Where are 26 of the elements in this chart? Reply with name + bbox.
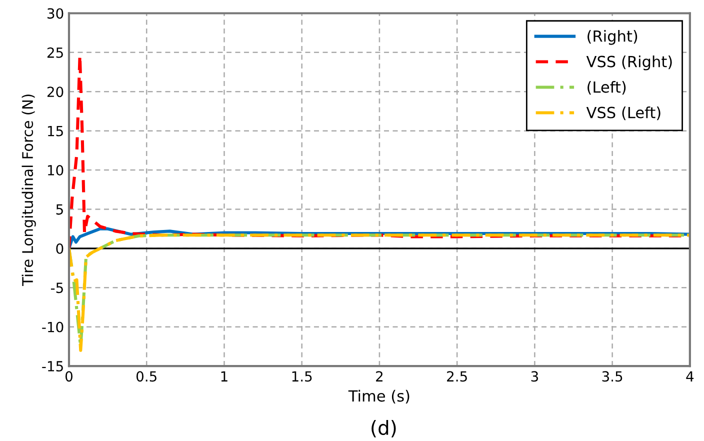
x-tick-label: 3.5 xyxy=(602,371,622,382)
x-tick-label: 4 xyxy=(686,371,694,382)
text: (d) xyxy=(372,420,396,438)
legend-label: VSS (Left) xyxy=(586,106,660,120)
x-tick-label: 0.5 xyxy=(136,371,156,382)
x-tick-label: 1 xyxy=(221,371,228,382)
y-tick-label: -10 xyxy=(42,322,64,332)
x-tick-label: 2 xyxy=(376,371,382,382)
y-tick-label: 25 xyxy=(47,47,63,58)
x-tick-label: 0 xyxy=(65,371,72,382)
x-tick-label: 2.5 xyxy=(447,371,467,382)
y-tick-label: 10 xyxy=(48,165,64,176)
y-tick-label: 5 xyxy=(56,204,63,215)
y-tick-label: -15 xyxy=(42,361,63,372)
x-tick-label: 1.5 xyxy=(292,371,312,382)
y-tick-label: 30 xyxy=(48,8,64,19)
y-tick-label: -5 xyxy=(50,282,63,294)
y-axis-title: Tire Longitudinal Force (N) xyxy=(22,94,36,286)
legend-label: (Right) xyxy=(588,30,638,45)
x-axis-title: Time (s) xyxy=(348,390,410,404)
x-tick-label: 3 xyxy=(531,371,538,382)
y-tick-label: 0 xyxy=(56,243,64,254)
legend-label: VSS (Right) xyxy=(586,56,672,70)
legend-label: (Left) xyxy=(588,80,626,95)
y-tick-label: 15 xyxy=(48,126,63,136)
y-tick-label: 20 xyxy=(47,86,64,98)
